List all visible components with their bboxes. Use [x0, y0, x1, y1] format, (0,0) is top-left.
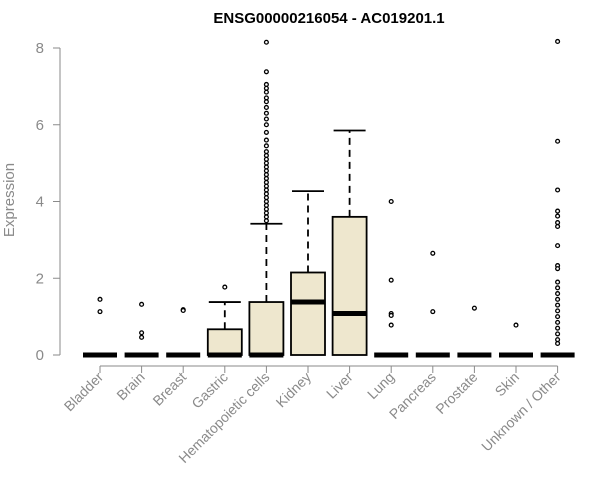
outlier-point: [388, 198, 394, 205]
x-tick-label: Unknown / Other: [478, 369, 564, 455]
chart-title: ENSG00000216054 - AC019201.1: [213, 10, 444, 27]
outlier-point: [555, 38, 561, 45]
outlier-point: [139, 334, 145, 340]
outlier-point: [97, 309, 103, 315]
outlier-point: [555, 138, 561, 144]
outlier-point: [555, 266, 561, 272]
y-tick-label: 4: [36, 194, 44, 211]
box: [331, 215, 368, 356]
outlier-point: [388, 277, 394, 283]
x-tick-label: Kidney: [273, 369, 315, 411]
y-tick-label: 8: [36, 40, 44, 57]
outlier-point: [263, 129, 269, 135]
outlier-point: [555, 213, 561, 219]
outlier-point: [180, 307, 186, 314]
outlier-point: [555, 331, 561, 337]
x-tick-label: Skin: [492, 369, 523, 400]
outlier-point: [555, 285, 561, 291]
box-group: [457, 305, 492, 358]
outlier-point: [471, 305, 477, 311]
box-group: [499, 322, 533, 358]
outlier-point: [263, 137, 269, 143]
box-group: [290, 190, 326, 356]
outlier-point: [430, 250, 436, 256]
outlier-point: [263, 122, 269, 128]
x-tick-label: Prostate: [432, 369, 480, 417]
x-tick-label: Liver: [323, 369, 356, 402]
outlier-point: [222, 284, 228, 290]
outlier-point: [555, 187, 561, 193]
outlier-point: [263, 104, 269, 111]
x-tick-label: Bladder: [61, 369, 107, 415]
outlier-point: [555, 296, 561, 302]
outlier-point: [555, 279, 561, 285]
y-tick-label: 6: [36, 117, 44, 134]
outlier-point: [263, 143, 269, 149]
box-group: [540, 38, 575, 358]
box: [290, 271, 326, 356]
box-group: [248, 39, 285, 358]
outlier-point: [513, 322, 519, 328]
outlier-point: [263, 39, 269, 45]
box-group: [124, 301, 159, 358]
outlier-point: [555, 243, 561, 249]
x-tick-label: Brain: [113, 369, 147, 403]
x-tick-label: Breast: [149, 369, 189, 409]
box-group: [415, 250, 450, 358]
outlier-point: [139, 301, 145, 307]
outlier-point: [139, 330, 145, 336]
outlier-point: [263, 69, 269, 75]
box-group: [331, 129, 368, 356]
boxes: [83, 38, 575, 358]
box: [248, 301, 285, 356]
y-tick-label: 2: [36, 270, 44, 287]
y-axis-label: Expression: [1, 163, 18, 237]
box: [206, 328, 243, 356]
box-group: [374, 198, 409, 358]
outlier-point: [555, 223, 561, 229]
x-tick-label: Lung: [364, 369, 397, 402]
outlier-point: [263, 116, 269, 122]
outlier-point: [555, 308, 561, 314]
outlier-point: [555, 319, 561, 325]
box-group: [166, 307, 201, 358]
outlier-point: [263, 99, 269, 105]
outlier-point: [555, 291, 561, 297]
outlier-point: [555, 340, 561, 347]
outlier-point: [555, 302, 561, 308]
outlier-point: [263, 218, 269, 224]
outlier-point: [97, 296, 103, 302]
box-group: [206, 284, 243, 358]
outlier-point: [555, 325, 561, 331]
y-tick-label: 0: [36, 347, 44, 364]
outlier-point: [388, 312, 394, 319]
outlier-point: [388, 322, 394, 328]
outlier-point: [555, 314, 561, 320]
outlier-point: [430, 309, 436, 315]
box-group: [83, 296, 117, 358]
outlier-point: [263, 110, 269, 116]
outlier-point: [555, 208, 561, 214]
outlier-point: [263, 89, 269, 95]
y-axis: 0 2 4 6 8: [36, 40, 61, 364]
